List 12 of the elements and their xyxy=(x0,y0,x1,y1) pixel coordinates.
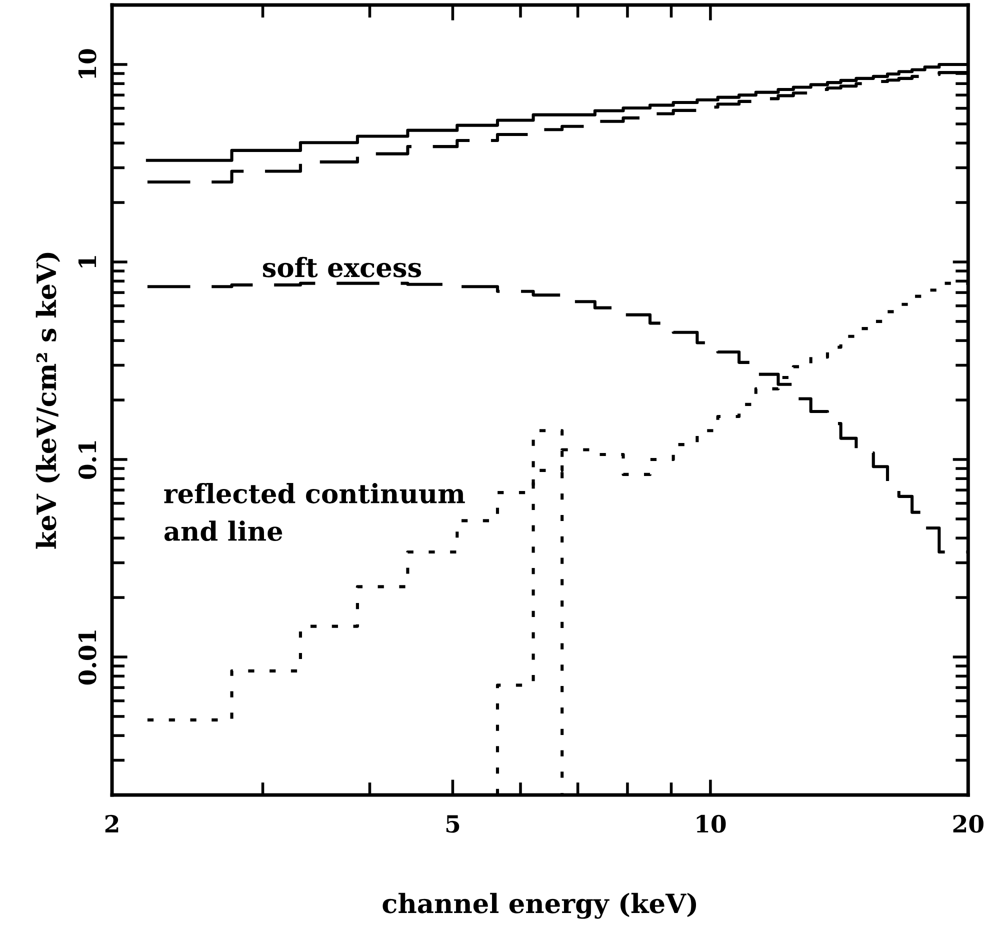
y-tick-label: 0.1 xyxy=(78,441,96,479)
x-tick-label: 2 xyxy=(105,814,118,832)
x-axis-title: channel energy (keV) xyxy=(382,892,696,919)
x-tick-label: 5 xyxy=(446,815,460,833)
y-tick-label: 1 xyxy=(78,256,96,268)
annotation: soft excess xyxy=(262,256,422,278)
y-tick-label: 0.01 xyxy=(78,630,96,685)
x-tick-label: 10 xyxy=(696,814,726,833)
x-tick-label: 20 xyxy=(953,814,984,833)
annotation: reflected continuum and line xyxy=(164,483,465,542)
y-axis-title: keV (keV/cm² s keV) xyxy=(36,252,60,549)
y-tick-label: 10 xyxy=(78,49,96,78)
